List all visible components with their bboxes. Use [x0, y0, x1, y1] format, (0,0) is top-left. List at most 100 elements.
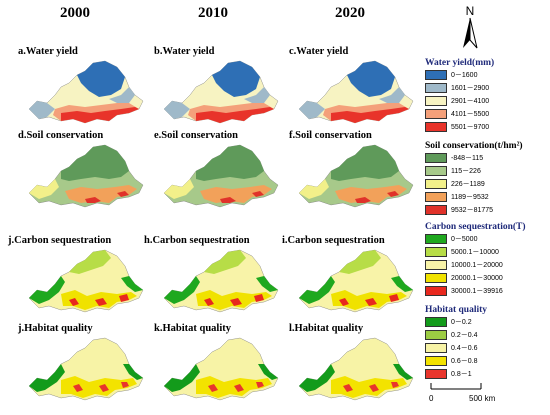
map-class-region [256, 382, 264, 388]
legend-item-label: 2901－4100 [451, 97, 490, 105]
legend-title-water: Water yield(mm) [425, 58, 495, 68]
map-class-region [196, 145, 264, 181]
map-class-region [355, 197, 371, 203]
legend-item-label: 0－1600 [451, 71, 478, 79]
legend-item-label: 0.6－0.8 [451, 357, 478, 365]
legend-swatch [425, 178, 447, 189]
map-class-region [77, 61, 125, 97]
legend-swatch [425, 233, 447, 244]
map-class-region [61, 107, 139, 123]
legend-item-label: 0－5000 [451, 235, 478, 243]
map-carbon-sequestration-2010 [163, 249, 279, 313]
legend-item-label: 4101－5500 [451, 110, 490, 118]
legend-carbon-sequestration: Carbon sequestration(T) 0－5000 5000.1－10… [425, 222, 526, 297]
map-class-region [369, 384, 379, 392]
map-class-region [119, 294, 129, 302]
map-class-region [339, 298, 349, 306]
map-class-region [230, 298, 242, 306]
legend-swatch [425, 108, 447, 119]
legend-item-label: 0.8－1 [451, 370, 472, 378]
map-class-region [69, 298, 79, 306]
map-class-region [331, 376, 407, 398]
legend-habitat-quality: Habitat quality 0－0.2 0.2－0.4 0.4－0.6 0.… [425, 305, 487, 380]
map-class-region [123, 364, 143, 380]
map-class-region [65, 185, 137, 203]
panel-label-j: j.Habitat quality [18, 323, 93, 334]
year-header-2000: 2000 [60, 5, 90, 21]
legend-swatch [425, 165, 447, 176]
map-habitat-quality-2000 [28, 337, 144, 401]
legend-swatch [425, 329, 447, 340]
legend-item-label: -848－115 [451, 154, 484, 162]
map-class-region [117, 191, 129, 197]
legend-swatch [425, 152, 447, 163]
map-class-region [256, 276, 278, 292]
map-class-region [69, 250, 111, 274]
north-label: N [466, 4, 475, 18]
legend-swatch [425, 272, 447, 283]
map-class-region [220, 197, 236, 203]
panel-label-f: f.Soil conservation [289, 130, 372, 141]
map-class-region [244, 87, 270, 103]
map-class-region [343, 384, 353, 392]
panel-label-e: e.Soil conservation [154, 130, 238, 141]
legend-swatch [425, 259, 447, 270]
legend-swatch [425, 191, 447, 202]
legend-swatch [425, 368, 447, 379]
map-class-region [204, 250, 246, 274]
map-class-region [164, 276, 200, 304]
map-class-region [299, 101, 325, 119]
map-class-region [331, 145, 399, 181]
scale-end-label: 500 km [469, 394, 496, 403]
map-class-region [391, 276, 413, 292]
panel-label-a: a.Water yield [18, 46, 78, 57]
map-water-yield-2010 [163, 60, 279, 124]
map-class-region [387, 191, 399, 197]
map-class-region [379, 87, 405, 103]
legend-swatch [425, 355, 447, 366]
map-class-region [299, 364, 335, 392]
map-class-region [99, 384, 109, 392]
map-class-region [252, 191, 264, 197]
legend-item-label: 30000.1－39916 [451, 287, 503, 295]
map-class-region [347, 61, 395, 97]
map-class-region [196, 376, 272, 398]
map-class-region [121, 382, 129, 388]
map-class-region [299, 276, 335, 304]
legend-swatch [425, 246, 447, 257]
panel-label-i: i.Carbon sequestration [282, 235, 385, 246]
map-class-region [85, 197, 101, 203]
map-class-region [196, 107, 274, 123]
map-class-region [109, 87, 135, 103]
legend-swatch [425, 316, 447, 327]
map-class-region [391, 382, 399, 388]
legend-item-label: 0.4－0.6 [451, 344, 478, 352]
map-class-region [164, 364, 200, 392]
legend-item-label: 5501－9700 [451, 123, 490, 131]
map-class-region [29, 101, 55, 119]
legend-swatch [425, 204, 447, 215]
map-class-region [204, 298, 214, 306]
legend-swatch [425, 95, 447, 106]
map-soil-conservation-2010 [163, 144, 279, 208]
map-class-region [393, 364, 413, 380]
year-header-2010: 2010 [198, 5, 228, 21]
map-class-region [164, 179, 194, 199]
map-class-region [212, 61, 260, 97]
panel-label-k: k.Habitat quality [154, 323, 232, 334]
map-class-region [121, 276, 143, 292]
map-class-region [164, 101, 190, 119]
map-class-region [200, 185, 272, 203]
map-class-region [339, 250, 381, 274]
map-habitat-quality-2020 [298, 337, 414, 401]
legend-soil-conservation: Soil conservation(t/hm²) -848－115 115－22… [425, 141, 523, 216]
panel-label-b: b.Water yield [154, 46, 215, 57]
legend-title-habitat: Habitat quality [425, 305, 488, 315]
map-class-region [73, 384, 83, 392]
panel-label-l: l.Habitat quality [289, 323, 364, 334]
scale-start-label: 0 [429, 394, 434, 403]
legend-item-label: 226－1189 [451, 180, 485, 188]
map-class-region [234, 384, 244, 392]
panel-label-g: j.Carbon sequestration [8, 235, 112, 246]
map-class-region [29, 276, 65, 304]
